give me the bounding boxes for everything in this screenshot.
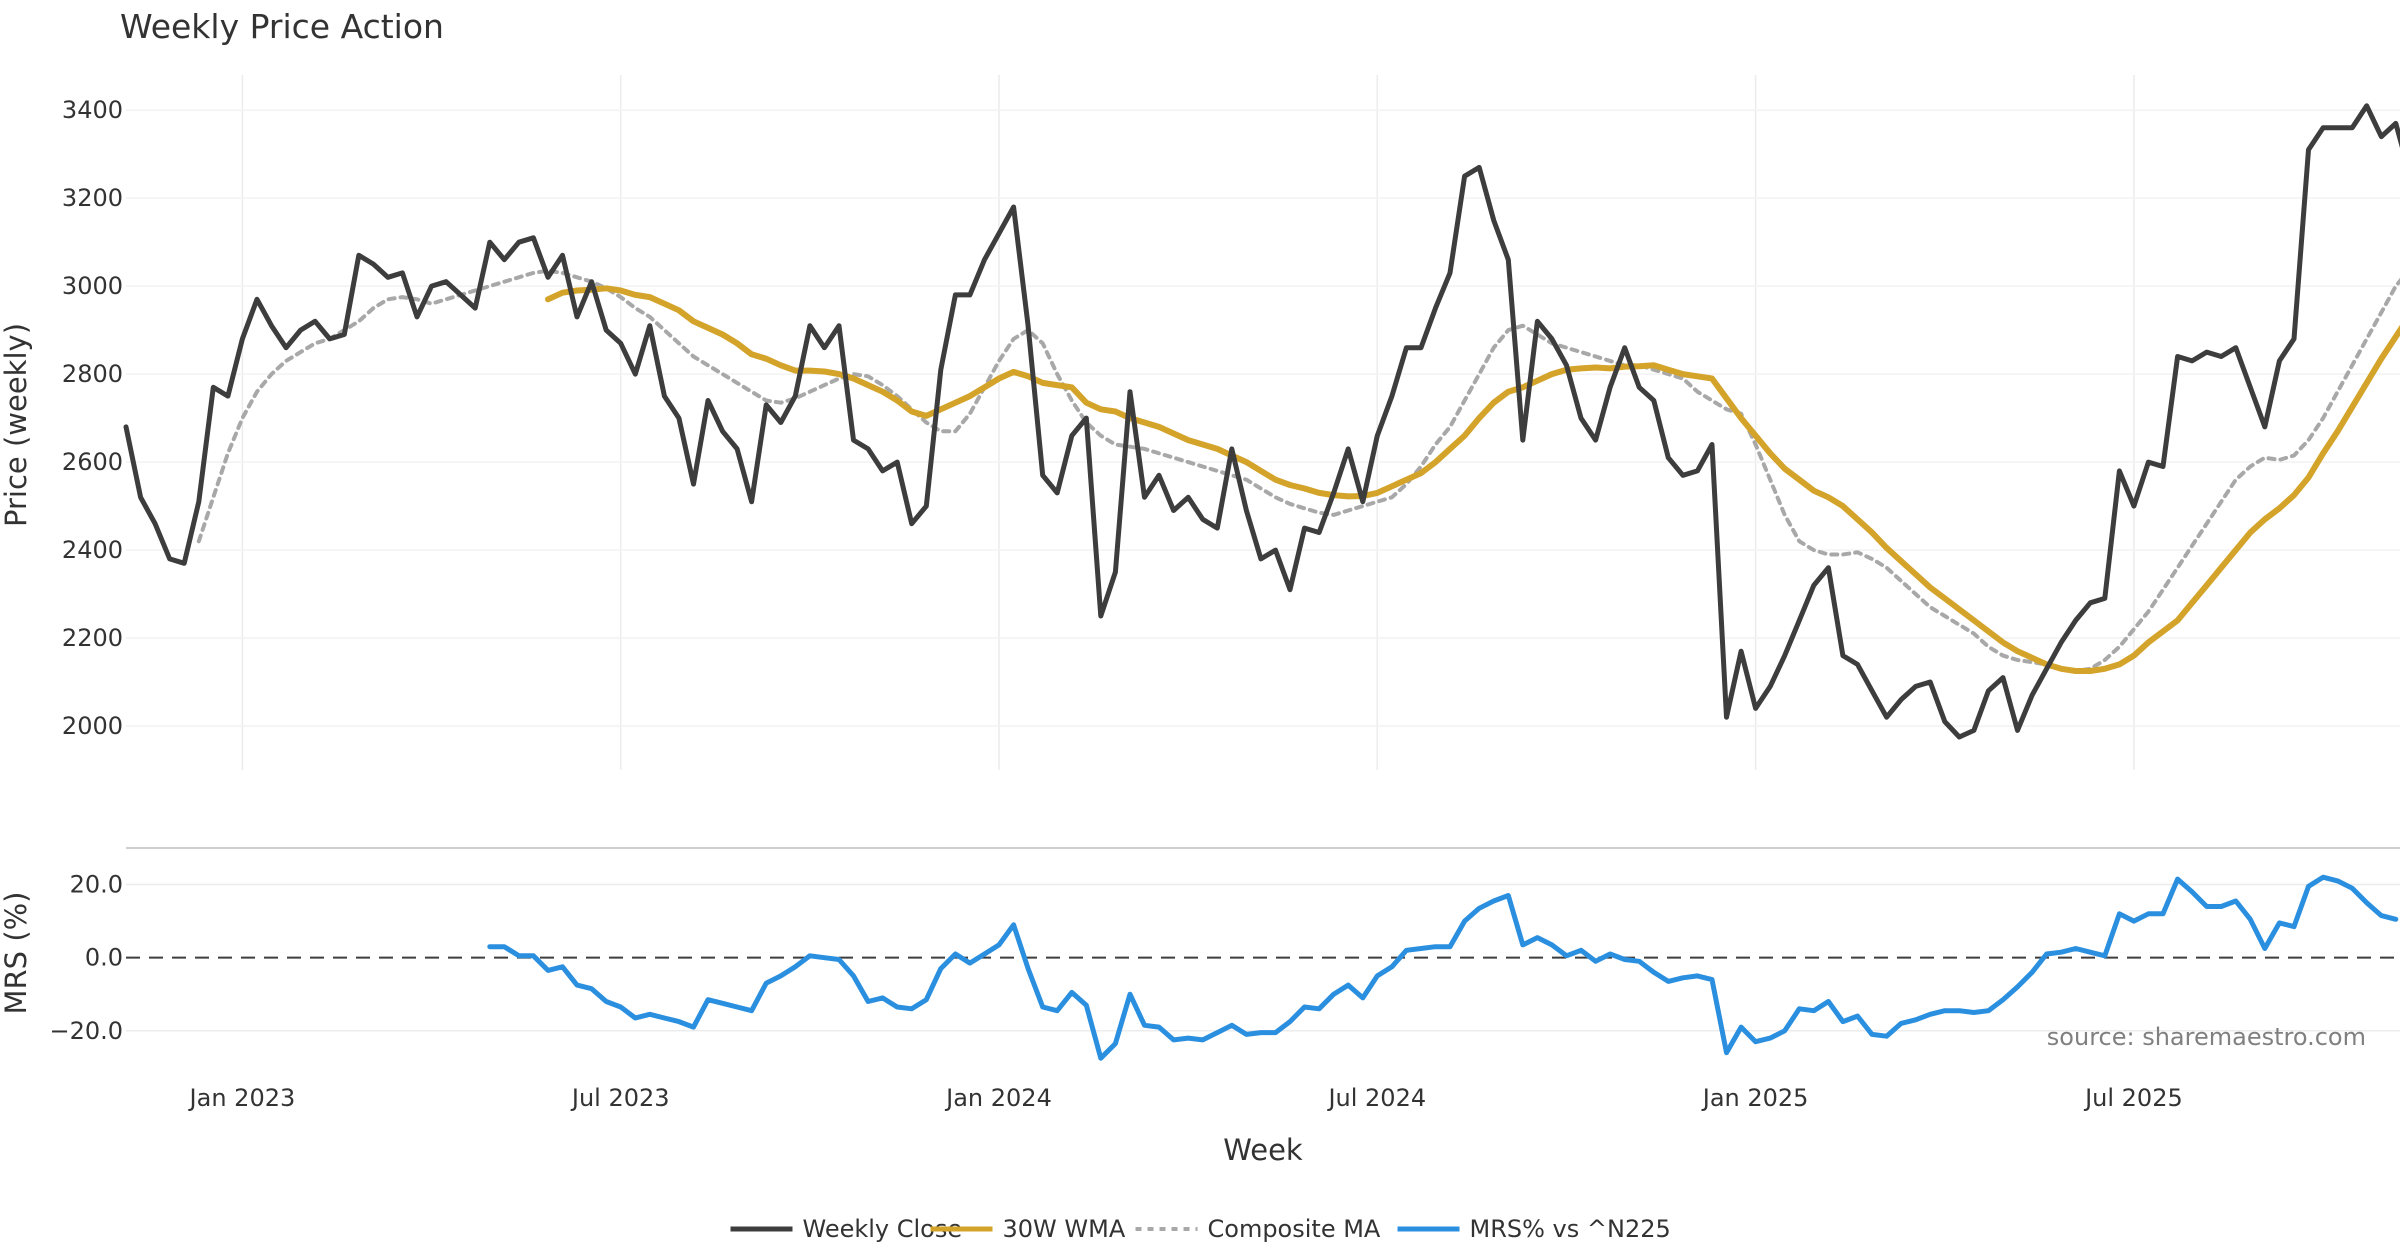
price-series-line-composite-ma [196,268,2400,673]
x-tick-label-4: Jan 2025 [1701,1084,1809,1112]
legend-label-2: Composite MA [1208,1215,1381,1243]
source-annotation: source: sharemaestro.com [2047,1023,2366,1051]
x-tick-label-2: Jan 2024 [944,1084,1052,1112]
price-series-line-30w-wma [545,285,2400,674]
price-y-tick-5: 3000 [62,272,123,300]
chart-title: Weekly Price Action [120,7,444,46]
price-y-tick-4: 2800 [62,360,123,388]
price-y-tick-0: 2000 [62,712,123,740]
x-tick-label-5: Jul 2025 [2083,1084,2183,1112]
x-tick-label-3: Jul 2024 [1326,1084,1426,1112]
mrs-panel-series [487,874,2399,1061]
x-axis-label: Week [1223,1133,1303,1167]
price-series-line-weekly-close [123,103,2400,740]
legend-label-1: 30W WMA [1003,1215,1126,1243]
mrs-y-tick-2: −20.0 [49,1017,123,1045]
price-y-tick-2: 2400 [62,536,123,564]
price-y-tick-1: 2200 [62,624,123,652]
x-tick-label-1: Jul 2023 [570,1084,670,1112]
price-panel-series [123,103,2400,740]
mrs-y-tick-0: 20.0 [70,871,123,899]
price-y-tick-6: 3200 [62,184,123,212]
price-y-axis-label: Price (weekly) [0,323,33,527]
legend: Weekly Close 30W WMA Composite MA MRS% vs ^… [730,1215,1671,1243]
mrs-series-line-mrs-vs-n225 [487,874,2399,1061]
x-tick-label-0: Jan 2023 [188,1084,296,1112]
price-y-tick-3: 2600 [62,448,123,476]
price-panel-y-ticks: 2000 2200 2400 2600 2800 3000 3200 3400 [62,96,123,740]
mrs-panel-y-ticks: 20.0 0.0 −20.0 [49,871,123,1045]
mrs-y-tick-1: 0.0 [85,944,123,972]
price-panel-gridlines [126,75,2400,770]
legend-label-3: MRS% vs ^N225 [1470,1215,1671,1243]
price-y-tick-7: 3400 [62,96,123,124]
mrs-y-axis-label: MRS (%) [0,892,33,1015]
x-axis-ticks: Jan 2023 Jul 2023 Jan 2024 Jul 2024 Jan 2025… [188,1084,2183,1112]
